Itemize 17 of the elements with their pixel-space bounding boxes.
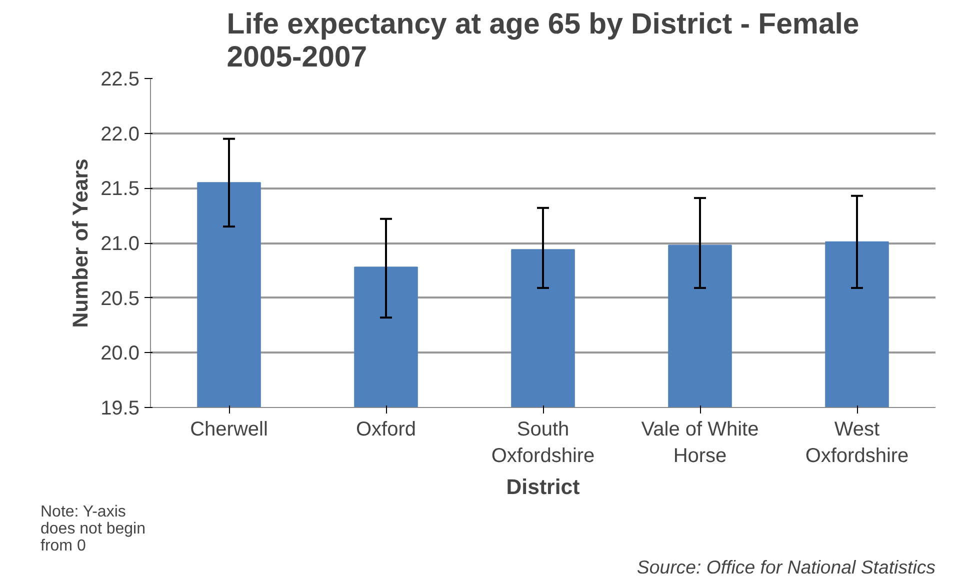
y-tick-label: 19.5 (100, 398, 140, 420)
x-tick-label: West Oxfordshire (805, 418, 909, 467)
y-tick-label: 20.5 (100, 288, 140, 310)
chart-title: Life expectancy at age 65 by District - Female 2005-2007 (226, 8, 860, 74)
y-tick-label: 21.5 (100, 178, 140, 200)
x-axis-title: District (506, 474, 580, 499)
x-tick-label: South Oxfordshire (491, 418, 595, 467)
text: Note: Y-axis does not begin from 0 (40, 504, 146, 554)
y-tick-label: 22.0 (100, 123, 140, 146)
source-note: Source: Office for National Statistics (636, 556, 936, 578)
x-tick-label: Oxford (356, 418, 416, 440)
x-tick-label: Vale of White Horse (641, 418, 759, 467)
y-tick-label: 21.0 (100, 233, 140, 255)
x-tick-label: Cherwell (190, 418, 268, 440)
y-axis-title: Number of Years (68, 158, 93, 328)
y-tick-label: 22.5 (100, 68, 140, 90)
y-tick-label: 20.0 (100, 342, 140, 365)
